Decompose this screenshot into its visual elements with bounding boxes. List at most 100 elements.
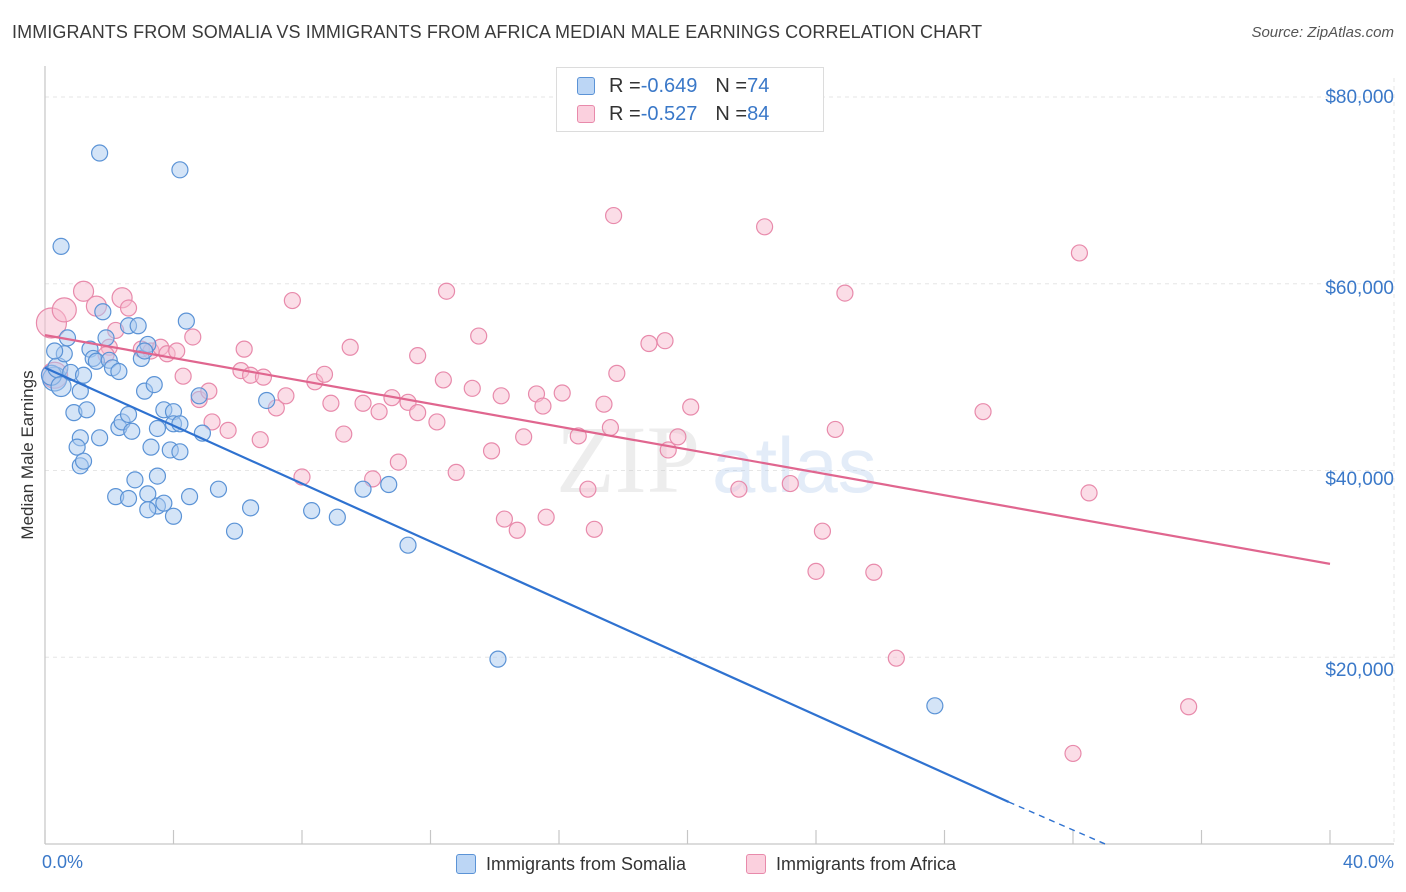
- somalia-point: [190, 387, 208, 405]
- africa-point: [813, 522, 832, 540]
- africa-point: [553, 384, 571, 402]
- somalia-point: [225, 522, 244, 540]
- somalia-point: [97, 329, 115, 347]
- somalia-point: [129, 317, 147, 335]
- africa-point: [605, 206, 623, 225]
- r-label: R =: [609, 74, 641, 97]
- africa-point: [569, 427, 587, 445]
- somalia-point: [155, 494, 173, 512]
- africa-point: [608, 364, 626, 382]
- stats-row-africa: R = -0.527 N = 84: [577, 100, 769, 128]
- africa-point: [682, 398, 700, 416]
- legend-item-africa[interactable]: Immigrants from Africa: [746, 852, 956, 876]
- legend-item-somalia[interactable]: Immigrants from Somalia: [456, 852, 686, 876]
- africa-r-value: -0.527: [640, 102, 698, 125]
- africa-point: [434, 371, 452, 389]
- somalia-point: [171, 161, 189, 179]
- x-tick-label-max: 40.0%: [1342, 852, 1394, 872]
- somalia-point: [399, 536, 417, 554]
- africa-point: [174, 367, 192, 385]
- africa-point: [585, 520, 603, 538]
- somalia-n-value: 74: [747, 74, 770, 97]
- africa-point: [887, 649, 905, 667]
- africa-point: [119, 299, 138, 317]
- africa-point: [437, 282, 456, 300]
- africa-n-value: 84: [747, 102, 770, 125]
- africa-point: [826, 420, 844, 439]
- africa-point: [335, 425, 353, 443]
- africa-point: [601, 418, 620, 437]
- somalia-point: [119, 489, 138, 508]
- somalia-point: [171, 443, 189, 461]
- somalia-point: [94, 303, 112, 321]
- somalia-point: [78, 401, 96, 419]
- africa-point: [235, 340, 253, 358]
- y-tick-label: $40,000: [1325, 469, 1394, 490]
- africa-point: [640, 334, 658, 353]
- somalia-point: [126, 471, 144, 489]
- somalia-point: [242, 499, 260, 517]
- somalia-point: [926, 697, 944, 715]
- somalia-trend-line: [44, 366, 1010, 803]
- trend-lines: [44, 334, 1331, 845]
- somalia-point: [164, 507, 183, 525]
- somalia-point: [52, 237, 70, 255]
- somalia-point: [74, 452, 93, 470]
- africa-point: [1180, 698, 1198, 716]
- africa-point: [508, 521, 526, 539]
- somalia-trend-extension: [1008, 801, 1106, 845]
- stats-row-somalia: R = -0.649 N = 74: [577, 72, 769, 100]
- africa-point: [409, 347, 427, 365]
- somalia-point: [110, 362, 128, 381]
- africa-point: [447, 463, 465, 481]
- africa-point: [254, 368, 273, 386]
- chart-title: IMMIGRANTS FROM SOMALIA VS IMMIGRANTS FR…: [12, 22, 983, 42]
- y-axis-label: Median Male Earnings: [18, 370, 37, 540]
- somalia-point: [139, 501, 157, 519]
- somalia-point: [303, 502, 321, 520]
- africa-point: [283, 291, 301, 310]
- somalia-point: [68, 438, 86, 456]
- africa-point: [1064, 744, 1082, 763]
- africa-point: [251, 431, 269, 449]
- africa-point: [579, 480, 597, 498]
- africa-point: [595, 395, 613, 413]
- somalia-point: [46, 342, 64, 360]
- n-label: N =: [715, 74, 748, 97]
- legend-africa-swatch: [746, 854, 766, 874]
- africa-point: [72, 280, 95, 302]
- source-label: Source: ZipAtlas.com: [1251, 24, 1394, 41]
- somalia-point: [145, 375, 163, 394]
- africa-point: [656, 332, 674, 350]
- africa-point: [781, 474, 799, 493]
- legend-somalia-label: Immigrants from Somalia: [486, 853, 687, 874]
- somalia-point: [50, 375, 72, 398]
- africa-point: [974, 403, 992, 421]
- somalia-point: [148, 467, 167, 485]
- africa-point: [219, 421, 237, 439]
- r-label: R =: [609, 102, 641, 125]
- africa-point: [463, 379, 481, 397]
- africa-point: [409, 404, 427, 422]
- africa-point: [51, 297, 77, 323]
- africa-point: [184, 328, 202, 346]
- axes: [44, 66, 1394, 845]
- africa-point: [492, 387, 510, 405]
- somalia-point: [380, 475, 398, 494]
- somalia-point: [180, 488, 199, 506]
- somalia-point: [123, 422, 141, 440]
- n-label: N =: [715, 102, 748, 125]
- africa-point: [482, 442, 501, 460]
- africa-point: [515, 428, 533, 446]
- watermark-zip: ZIP: [556, 406, 700, 513]
- africa-point: [807, 562, 825, 580]
- x-tick-label-min: 0.0%: [42, 852, 84, 872]
- somalia-point: [142, 438, 160, 456]
- africa-point: [1070, 244, 1089, 262]
- africa-point: [495, 510, 513, 528]
- africa-point: [865, 563, 883, 581]
- africa-point: [203, 413, 221, 431]
- somalia-point: [91, 429, 109, 447]
- somalia-point: [148, 419, 167, 438]
